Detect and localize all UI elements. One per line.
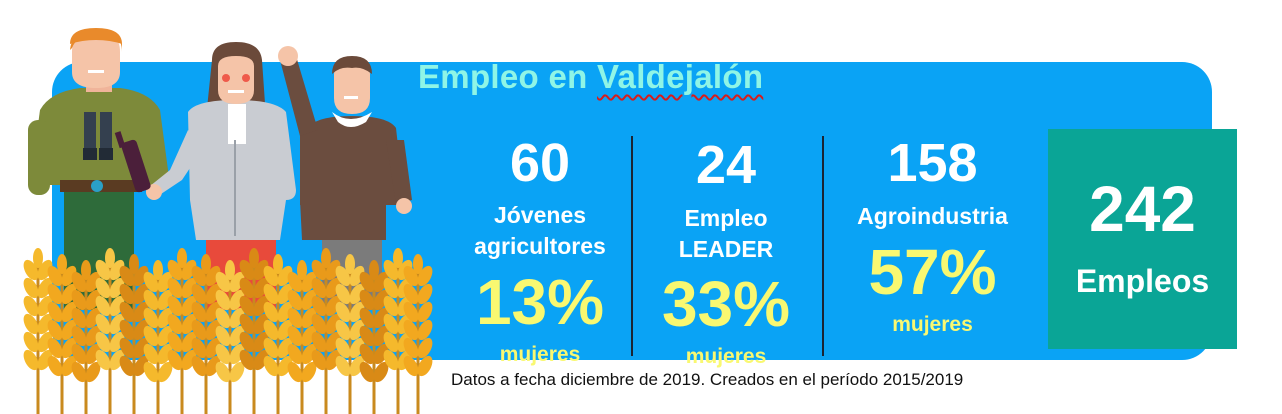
stat-percent: 57% (868, 236, 997, 308)
stat-number: 24 (695, 135, 757, 195)
total-label: Empleos (1075, 263, 1210, 299)
stat-percent: 13% (475, 266, 605, 338)
people-illustration (23, 28, 433, 414)
stat-label-line1: Agroindustria (857, 203, 1008, 229)
title-prefix: Empleo en (418, 58, 598, 95)
waving-man-icon (278, 46, 412, 310)
stat-sub: mujeres (685, 345, 767, 368)
page-title: Empleo en Valdejalón (418, 58, 763, 96)
stat-label-line1: Jóvenes (493, 202, 587, 228)
total-box: 242 Empleos (1048, 129, 1237, 349)
wheat-field-icon (23, 248, 433, 414)
stat-empleo-leader: 24 Empleo LEADER 33% mujeres (635, 0, 817, 414)
stat-sub: mujeres (499, 343, 581, 366)
stat-percent: 33% (661, 268, 791, 340)
farmer-icon (28, 28, 170, 310)
stat-label-line2: LEADER (678, 236, 774, 262)
stat-sub: mujeres (892, 313, 973, 336)
stat-jovenes-agricultores: 60 Jóvenes agricultores 13% mujeres (450, 0, 630, 414)
stat-agroindustria: 158 Agroindustria 57% mujeres (830, 0, 1035, 414)
divider-2 (822, 136, 824, 356)
title-place: Valdejalón (597, 58, 764, 95)
stat-number: 60 (509, 133, 571, 193)
total-number: 242 (1089, 173, 1196, 245)
footnote: Datos a fecha diciembre de 2019. Creados… (451, 370, 964, 389)
stat-label-line2: agricultores (474, 233, 606, 259)
stat-number: 158 (887, 133, 978, 193)
divider-1 (631, 136, 633, 356)
stat-label-line1: Empleo (684, 205, 768, 231)
